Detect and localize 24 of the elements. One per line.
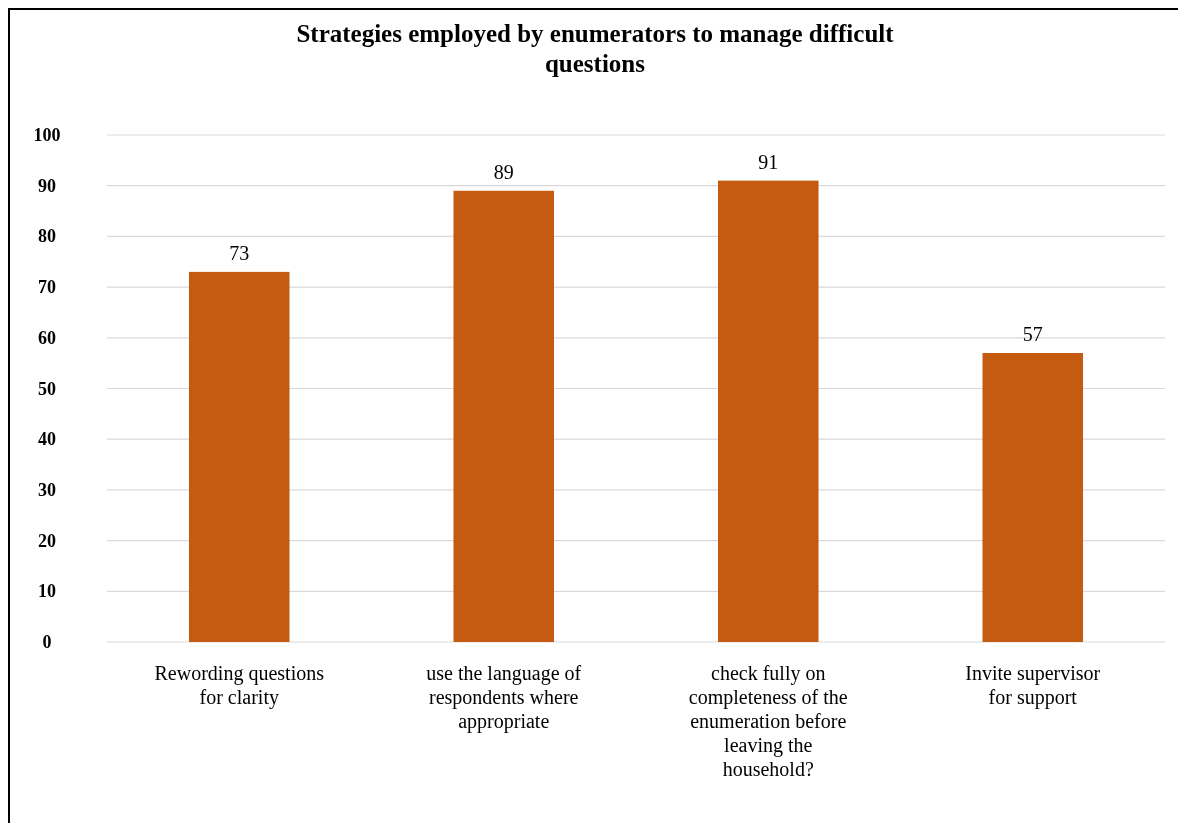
bar [982, 353, 1084, 642]
y-tick-label: 40 [38, 429, 56, 450]
y-tick-label: 20 [38, 530, 56, 551]
bar [189, 271, 290, 642]
data-label: 91 [758, 150, 779, 173]
data-label: 73 [229, 241, 250, 264]
y-tick-label: 100 [33, 125, 61, 145]
x-tick-label: Invite supervisor for support [965, 662, 1101, 709]
y-tick-label: 0 [42, 632, 52, 652]
bar [453, 190, 555, 642]
x-tick-label: use the language of respondents where appropriate [426, 662, 582, 733]
data-label: 57 [1022, 323, 1043, 346]
y-tick-label: 60 [38, 327, 56, 348]
x-tick-label: check fully on completeness of the enumeration before leaving the household? [688, 662, 848, 780]
x-tick-label: Rewording questions for clarity [154, 662, 325, 709]
bar [718, 180, 819, 642]
y-tick-label: 70 [38, 277, 56, 298]
y-tick-label: 10 [38, 581, 56, 602]
y-tick-label: 80 [38, 226, 56, 247]
y-tick-label: 30 [38, 479, 56, 500]
chart-title: Strategies employed by enumerators to manage difficult questions [296, 20, 895, 77]
data-label: 89 [493, 160, 514, 183]
y-tick-label: 50 [38, 378, 56, 399]
y-tick-label: 90 [38, 175, 56, 196]
